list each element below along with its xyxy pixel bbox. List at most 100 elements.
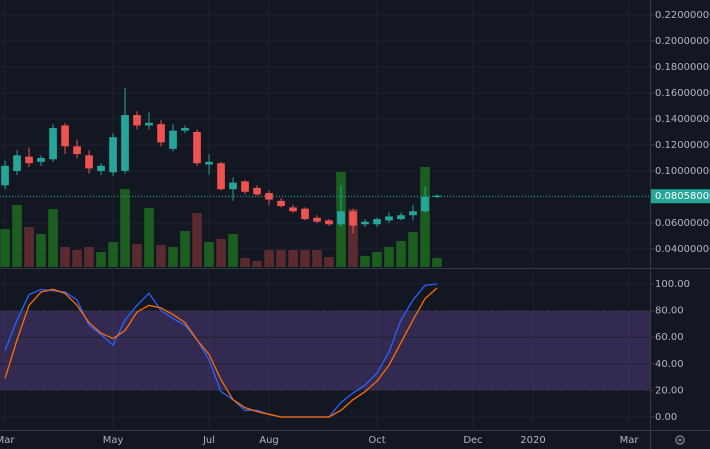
- y-tick-label: 0.04000000: [655, 244, 710, 255]
- y-tick-label: 0.06000000: [655, 218, 710, 229]
- y-tick-label: 0.16000000: [655, 88, 710, 99]
- candle-body: [121, 115, 129, 171]
- volume-bar: [204, 242, 214, 267]
- volume-bar: [300, 250, 310, 267]
- candle-body: [361, 221, 369, 225]
- candle-body: [145, 122, 153, 126]
- volume-bar: [72, 250, 82, 267]
- volume-bar: [252, 261, 262, 267]
- y-tick-label: 0.10000000: [655, 166, 710, 177]
- volume-bar: [0, 229, 10, 267]
- candle-body: [313, 217, 321, 222]
- y-tick-label: 80.00: [655, 306, 684, 317]
- gear: [675, 435, 685, 445]
- candle-body: [349, 211, 357, 226]
- candle-body: [193, 131, 201, 164]
- y-tick-label: 0.22000000: [655, 10, 710, 21]
- candle-body: [85, 155, 93, 169]
- candle-body: [61, 125, 69, 147]
- volume-bar: [216, 239, 226, 267]
- y-tick-label: 0.12000000: [655, 140, 710, 151]
- volume-bar: [36, 234, 46, 267]
- settings-icon[interactable]: [675, 435, 685, 445]
- last-price-box: [651, 189, 710, 204]
- candle-body: [265, 193, 273, 200]
- volume-bar: [408, 232, 418, 267]
- volume-bar: [348, 209, 358, 267]
- candle-body: [409, 211, 417, 216]
- candle-body: [397, 215, 405, 220]
- volume-bar: [144, 208, 154, 267]
- volume-bar: [420, 167, 430, 267]
- x-tick-label: May: [103, 435, 124, 446]
- x-tick-label: Mar: [0, 435, 15, 446]
- volume-bar: [360, 256, 370, 267]
- candle-body: [73, 146, 81, 155]
- candle-body: [373, 219, 381, 225]
- volume-bar: [132, 244, 142, 267]
- volume-bar: [156, 245, 166, 267]
- candle-body: [277, 200, 285, 207]
- volume-bar: [120, 189, 130, 267]
- candle-body: [421, 196, 429, 212]
- volume-bar: [432, 258, 442, 267]
- volume-bar: [384, 247, 394, 267]
- volume-bar: [276, 250, 286, 267]
- candle-body: [133, 115, 141, 126]
- y-tick-label: 0.20000000: [655, 36, 710, 47]
- candle-body: [109, 137, 117, 173]
- volume-bar: [372, 252, 382, 267]
- candle-body: [325, 220, 333, 225]
- candle-body: [385, 216, 393, 221]
- volume-bar: [312, 250, 322, 267]
- y-tick-label: 40.00: [655, 359, 684, 370]
- volume-bar: [180, 231, 190, 267]
- candle-body: [169, 130, 177, 149]
- candle-body: [337, 211, 345, 225]
- band: [0, 310, 650, 391]
- candle-body: [25, 156, 33, 164]
- x-tick-label: Aug: [259, 435, 279, 446]
- candle-body: [13, 155, 21, 171]
- x-tick-label: Oct: [368, 435, 385, 446]
- stoch-line: [4, 287, 438, 418]
- volume-bar: [48, 209, 58, 267]
- candle-body: [205, 161, 213, 165]
- candle-body: [97, 165, 105, 171]
- candle-body: [241, 181, 249, 192]
- y-tick-label: 0.14000000: [655, 114, 710, 125]
- candle-body: [217, 163, 225, 190]
- volume-bar: [396, 241, 406, 267]
- volume-bar: [60, 247, 70, 267]
- y-tick-label: 0.18000000: [655, 62, 710, 73]
- stoch-line: [4, 283, 438, 418]
- x-tick-label: Dec: [463, 435, 482, 446]
- candle-body: [301, 208, 309, 220]
- y-tick-label: 20.00: [655, 385, 684, 396]
- candle-body: [49, 128, 57, 160]
- volume-bar: [12, 205, 22, 267]
- x-tick-label: Mar: [620, 435, 640, 446]
- volume-bar: [240, 258, 250, 267]
- candle-body: [433, 195, 441, 197]
- volume-bar: [192, 213, 202, 267]
- candle-body: [181, 128, 189, 131]
- volume-bar: [24, 227, 34, 267]
- volume-bar: [228, 234, 238, 267]
- volume-bar: [264, 250, 274, 267]
- volume-bar: [288, 250, 298, 267]
- candle-body: [253, 187, 261, 195]
- volume-bar: [96, 252, 106, 267]
- candle-body: [289, 207, 297, 212]
- volume-bar: [84, 247, 94, 267]
- x-tick-label: 2020: [520, 435, 545, 446]
- candle-body: [37, 157, 45, 162]
- volume-bar: [168, 247, 178, 267]
- candle-body: [1, 165, 9, 186]
- x-tick-label: Jul: [202, 435, 215, 446]
- candle-body: [157, 124, 165, 143]
- candle-body: [229, 182, 237, 190]
- y-tick-label: 0.00: [655, 412, 677, 423]
